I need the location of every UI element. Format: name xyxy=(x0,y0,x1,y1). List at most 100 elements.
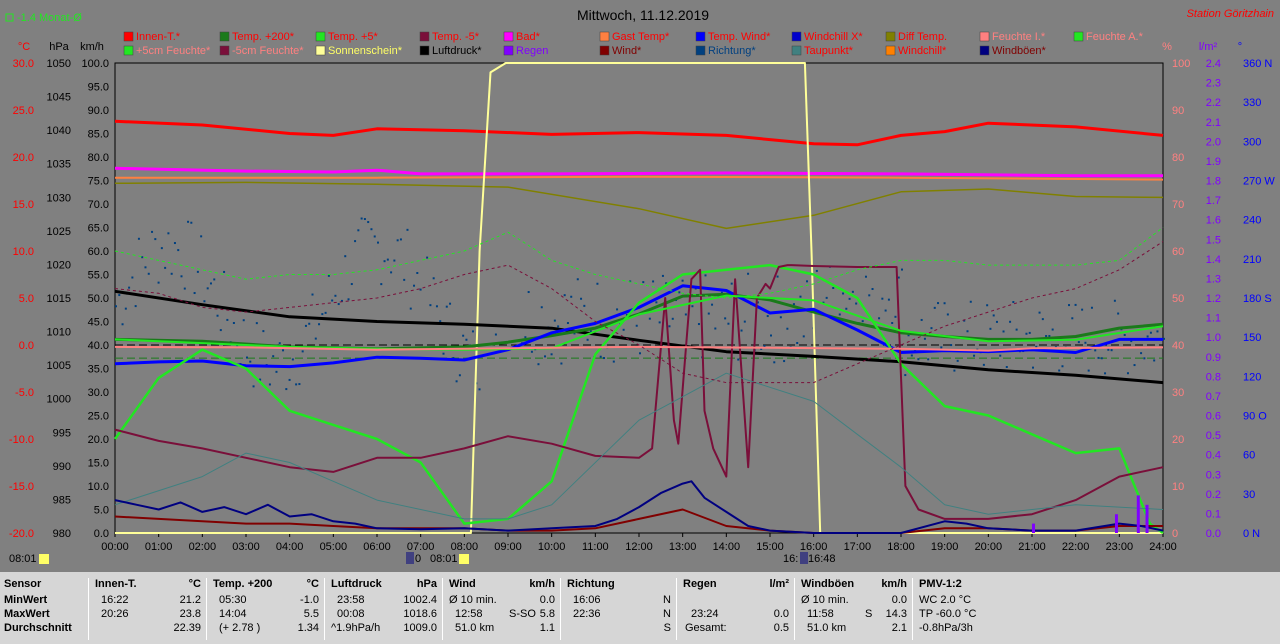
direction-point xyxy=(999,354,1002,357)
humidity-tick-label: 10 xyxy=(1172,481,1184,493)
x-tick-label: 19:00 xyxy=(931,541,959,553)
direction-point xyxy=(377,241,379,244)
direction-point xyxy=(658,321,661,324)
direction-point xyxy=(560,362,563,365)
direction-point xyxy=(1163,337,1165,340)
direction-point xyxy=(386,258,389,261)
direction-point xyxy=(203,300,206,303)
legend-swatch xyxy=(123,45,134,56)
direction-point xyxy=(946,313,949,316)
stats-druck-max-value: 1018.6 xyxy=(403,608,437,620)
temp-tick-label: 15.0 xyxy=(13,199,34,211)
direction-point xyxy=(904,374,907,377)
x-tick-label: 05:00 xyxy=(320,541,348,553)
series-line xyxy=(114,181,1164,230)
chart-background xyxy=(0,0,1280,572)
direction-point xyxy=(1130,340,1133,343)
x-tick-label: 07:00 xyxy=(407,541,435,553)
direction-point xyxy=(570,295,573,298)
direction-point xyxy=(435,305,438,308)
direction-point xyxy=(832,287,835,290)
x-tick-label: 16:00 xyxy=(800,541,828,553)
direction-point xyxy=(170,272,173,275)
rain-tick-label: 1.5 xyxy=(1206,234,1221,246)
humidity-tick-label: 90 xyxy=(1172,105,1184,117)
direction-point xyxy=(557,325,560,328)
direction-point xyxy=(642,281,645,284)
direction-point xyxy=(249,360,252,363)
stats-boeen-max-time: 11:58 xyxy=(807,608,834,620)
direction-point xyxy=(399,238,402,241)
direction-point xyxy=(1071,317,1074,320)
direction-point xyxy=(855,302,858,305)
direction-point xyxy=(563,294,566,297)
direction-point xyxy=(331,299,334,302)
humidity-tick-label: 40 xyxy=(1172,340,1184,352)
humidity-unit-label: % xyxy=(1162,41,1172,53)
direction-point xyxy=(1038,311,1041,314)
stats-min-label: MinWert xyxy=(4,594,48,606)
x-tick-label: 12:00 xyxy=(625,541,653,553)
direction-point xyxy=(118,294,121,297)
moon-icon xyxy=(406,552,414,564)
series-line xyxy=(115,175,1164,181)
direction-point xyxy=(1107,348,1110,351)
direction-point xyxy=(969,300,972,303)
stats-boeen-col: Windböen km/h Ø 10 min. 0.0 11:58 S 14.3 51.… xyxy=(794,578,913,640)
rain-tick-label: 2.3 xyxy=(1206,78,1221,90)
stats-max-label: MaxWert xyxy=(4,608,50,620)
rain-tick-label: 0.1 xyxy=(1206,508,1221,520)
direction-point xyxy=(340,299,343,302)
direction-point xyxy=(1133,364,1136,367)
direction-point xyxy=(1005,366,1008,369)
x-tick-label: 01:00 xyxy=(145,541,173,553)
direction-point xyxy=(838,313,841,316)
direction-point xyxy=(380,283,383,286)
rain-tick-label: 0.8 xyxy=(1206,371,1221,383)
direction-point xyxy=(861,320,864,323)
direction-point xyxy=(173,242,176,245)
x-tick-label: 23:00 xyxy=(1106,541,1134,553)
pressure-tick-label: 1000 xyxy=(47,394,71,406)
direction-point xyxy=(1113,299,1116,302)
direction-point xyxy=(190,221,193,224)
direction-point xyxy=(272,355,275,358)
x-tick-label: 20:00 xyxy=(975,541,1003,553)
legend-label: Diff Temp. xyxy=(898,31,947,43)
direction-point xyxy=(390,271,393,274)
direction-point xyxy=(1081,308,1084,311)
direction-point xyxy=(363,218,366,221)
wind-tick-label: 5.0 xyxy=(94,505,109,517)
wind-tick-label: 15.0 xyxy=(88,458,109,470)
direction-point xyxy=(1009,320,1012,323)
direction-point xyxy=(357,229,360,232)
direction-point xyxy=(995,320,998,323)
direction-point xyxy=(1110,349,1113,352)
direction-point xyxy=(213,278,216,281)
direction-point xyxy=(770,334,772,337)
direction-point xyxy=(756,301,759,304)
direction-point xyxy=(776,275,779,278)
stats-druck-max-time: 00:08 xyxy=(337,608,365,620)
wind-tick-label: 80.0 xyxy=(88,152,109,164)
direction-point xyxy=(314,337,317,340)
direction-point xyxy=(232,321,235,324)
direction-point xyxy=(576,278,579,281)
direction-point xyxy=(458,374,461,377)
direction-point xyxy=(825,296,828,299)
direction-point xyxy=(711,303,714,306)
direction-point xyxy=(144,266,147,269)
legend-swatch xyxy=(503,45,514,56)
direction-point xyxy=(743,320,746,323)
stats-druck-min-time: 23:58 xyxy=(337,594,365,606)
temp-tick-label: 0.0 xyxy=(19,340,34,352)
direction-point xyxy=(141,256,144,259)
direction-point xyxy=(524,336,527,339)
direction-point xyxy=(216,314,219,317)
legend-label: Windchill X* xyxy=(804,31,863,43)
direction-point xyxy=(901,268,903,271)
direction-point xyxy=(1146,335,1149,338)
direction-point xyxy=(652,280,655,283)
direction-point xyxy=(1087,369,1090,372)
direction-point xyxy=(196,270,199,273)
